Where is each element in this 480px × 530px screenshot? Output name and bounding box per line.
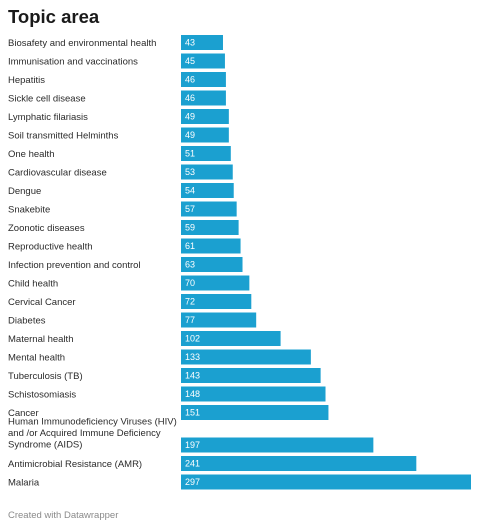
category-label: Soil transmitted Helminths — [8, 131, 119, 142]
value-label: 102 — [185, 334, 200, 344]
bar — [181, 368, 321, 383]
bar — [181, 72, 226, 87]
bar — [181, 109, 229, 124]
bar — [181, 275, 250, 291]
bar-chart: Biosafety and environmental health 43 Immu… — [8, 35, 471, 490]
bar — [181, 238, 241, 254]
value-label: 45 — [185, 56, 195, 66]
value-label: 46 — [185, 93, 195, 103]
category-label: Diabetes — [8, 316, 46, 327]
value-label: 72 — [185, 297, 195, 307]
bar — [181, 405, 329, 420]
value-label: 241 — [185, 459, 200, 469]
category-label: Hepatitis — [8, 75, 45, 86]
value-label: 151 — [185, 408, 200, 418]
bar — [181, 53, 225, 69]
value-label: 148 — [185, 389, 200, 399]
bar — [181, 474, 471, 490]
category-label: Human Immunodeficiency Viruses (HIV) and … — [8, 417, 177, 451]
bar — [181, 90, 226, 106]
bar — [181, 35, 223, 50]
value-label: 43 — [185, 38, 195, 48]
value-label: 77 — [185, 315, 195, 325]
value-label: 63 — [185, 260, 195, 270]
category-label: Cervical Cancer — [8, 297, 76, 308]
value-label: 70 — [185, 278, 195, 288]
bar — [181, 220, 239, 235]
bar — [181, 386, 326, 402]
value-label: 57 — [185, 204, 195, 214]
bar — [181, 456, 417, 471]
category-label: Reproductive health — [8, 242, 93, 253]
value-label: 46 — [185, 75, 195, 85]
category-label: Maternal health — [8, 334, 73, 345]
category-label: Lymphatic filariasis — [8, 112, 88, 123]
value-label: 49 — [185, 112, 195, 122]
category-label: Sickle cell disease — [8, 94, 86, 105]
category-label: Malaria — [8, 478, 40, 489]
bar — [181, 164, 233, 180]
category-label: Cardiovascular disease — [8, 168, 107, 179]
category-label: Cancer — [8, 408, 39, 419]
category-label: Mental health — [8, 353, 65, 364]
value-label: 49 — [185, 130, 195, 140]
category-label: Immunisation and vaccinations — [8, 57, 138, 68]
category-label: Child health — [8, 279, 58, 290]
category-label: Schistosomiasis — [8, 390, 76, 401]
category-label: Infection prevention and control — [8, 260, 141, 271]
bar — [181, 127, 229, 143]
value-label: 297 — [185, 477, 200, 487]
datawrapper-credit: Created with Datawrapper — [8, 510, 119, 521]
value-label: 53 — [185, 167, 195, 177]
category-label: Snakebite — [8, 205, 50, 216]
bar — [181, 257, 243, 272]
value-label: 51 — [185, 149, 195, 159]
category-label: Antimicrobial Resistance (AMR) — [8, 459, 142, 470]
bar — [181, 183, 234, 198]
bar — [181, 312, 257, 328]
bar — [181, 437, 374, 453]
value-label: 197 — [185, 440, 200, 450]
category-label: Dengue — [8, 186, 41, 197]
value-label: 54 — [185, 186, 195, 196]
value-label: 61 — [185, 241, 195, 251]
chart-title: Topic area — [8, 6, 100, 27]
value-label: 133 — [185, 352, 200, 362]
value-label: 143 — [185, 371, 200, 381]
category-label: Biosafety and environmental health — [8, 38, 156, 49]
bar — [181, 331, 281, 346]
bar — [181, 201, 237, 217]
bar — [181, 146, 231, 161]
bar — [181, 349, 311, 365]
value-label: 59 — [185, 223, 195, 233]
category-label: Tuberculosis (TB) — [8, 371, 83, 382]
category-label: One health — [8, 149, 54, 160]
bar — [181, 294, 252, 309]
category-label: Zoonotic diseases — [8, 223, 85, 234]
